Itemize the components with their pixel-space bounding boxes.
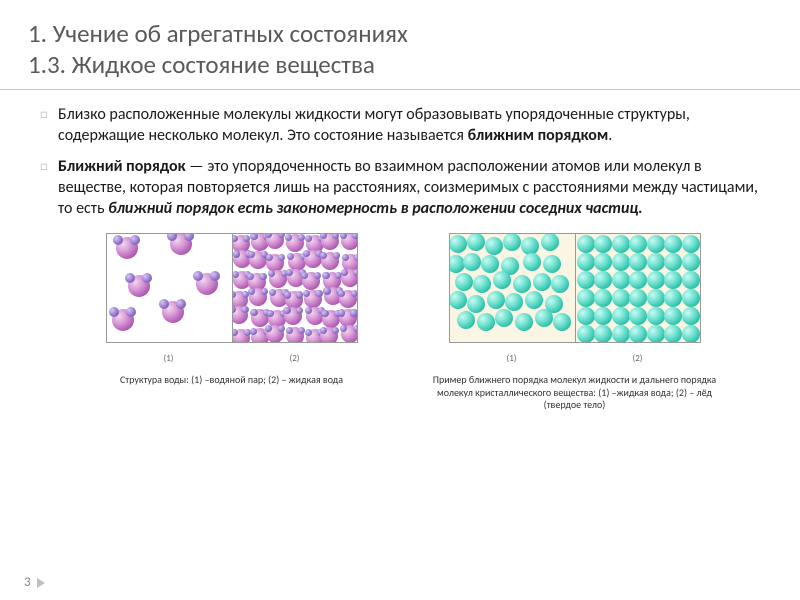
figure-right-panels: [449, 233, 701, 343]
panel-label: (2): [232, 353, 358, 364]
figure-right: (1) (2) Пример ближнего порядка молекул …: [413, 233, 736, 412]
footer-triangle-icon: [37, 578, 45, 588]
bullet-marker-icon: □: [40, 156, 58, 219]
panel-liquid-order: [450, 234, 575, 342]
panel-label: (1): [106, 353, 232, 364]
figure-left-panels: [106, 233, 358, 343]
page-number: 3: [24, 575, 31, 590]
panel-label: (1): [449, 353, 575, 364]
bullet-item: □Ближний порядок — это упорядоченность в…: [40, 156, 766, 219]
body-content: □Близко расположенные молекулы жидкости …: [0, 90, 800, 418]
panel-labels-right: (1) (2): [449, 353, 701, 364]
panel-label: (2): [575, 353, 701, 364]
slide-title: 1. Учение об агрегатных состояниях 1.3. …: [28, 18, 772, 81]
bullet-text: Ближний порядок — это упорядоченность во…: [58, 156, 766, 219]
title-line-1: 1. Учение об агрегатных состояниях: [28, 18, 408, 49]
bullet-marker-icon: □: [40, 104, 58, 146]
figure-right-caption: Пример ближнего порядка молекул жидкости…: [413, 374, 736, 412]
bullet-item: □Близко расположенные молекулы жидкости …: [40, 104, 766, 146]
figures-row: (1) (2) Структура воды: (1) –водяной пар…: [40, 229, 766, 412]
figure-left-caption: Структура воды: (1) –водяной пар; (2) – …: [70, 374, 393, 387]
title-block: 1. Учение об агрегатных состояниях 1.3. …: [0, 0, 800, 90]
slide-footer: 3: [24, 575, 45, 590]
panel-liquid-water: [232, 234, 357, 342]
panel-labels-left: (1) (2): [106, 353, 358, 364]
bullet-text: Близко расположенные молекулы жидкости м…: [58, 104, 766, 146]
panel-water-vapor: [107, 234, 232, 342]
title-line-2: 1.3. Жидкое состояние вещества: [28, 49, 375, 80]
panel-ice-lattice: [575, 234, 700, 342]
figure-left: (1) (2) Структура воды: (1) –водяной пар…: [70, 233, 393, 412]
